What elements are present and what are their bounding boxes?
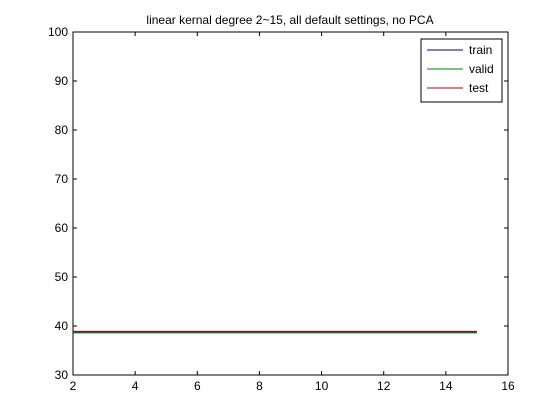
x-axis: 2 4 6 8 10 12 14 16 xyxy=(70,32,515,393)
legend-label-train: train xyxy=(469,43,492,57)
y-axis: 30 40 50 60 70 80 90 100 xyxy=(48,25,508,382)
x-tick-label: 2 xyxy=(70,379,77,393)
y-tick-label: 70 xyxy=(55,172,69,186)
legend-label-test: test xyxy=(469,81,489,95)
series-lines xyxy=(73,330,477,334)
x-tick-label: 8 xyxy=(256,379,263,393)
legend-label-valid: valid xyxy=(469,62,494,76)
x-tick-label: 6 xyxy=(194,379,201,393)
y-tick-label: 60 xyxy=(55,221,69,235)
y-tick-label: 100 xyxy=(48,25,68,39)
x-tick-label: 10 xyxy=(315,379,329,393)
x-tick-label: 4 xyxy=(132,379,139,393)
y-tick-label: 90 xyxy=(55,74,69,88)
y-tick-label: 40 xyxy=(55,319,69,333)
chart-title: linear kernal degree 2~15, all default s… xyxy=(146,13,433,27)
x-tick-label: 14 xyxy=(439,379,453,393)
x-tick-label: 12 xyxy=(377,379,391,393)
legend: train valid test xyxy=(420,38,503,103)
x-tick-label: 16 xyxy=(501,379,515,393)
y-tick-label: 50 xyxy=(55,270,69,284)
y-tick-label: 30 xyxy=(55,368,69,382)
y-tick-label: 80 xyxy=(55,123,69,137)
